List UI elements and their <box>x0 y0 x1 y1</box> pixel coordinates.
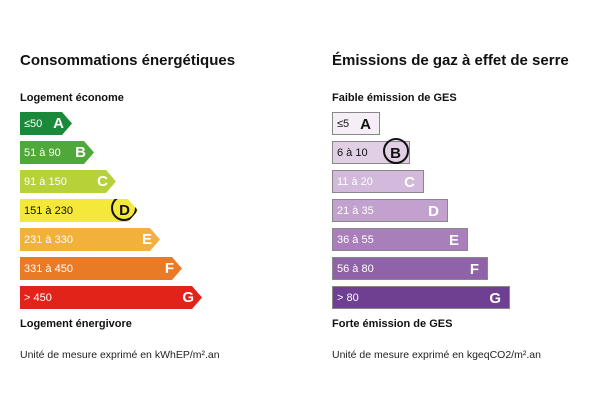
class-range: > 450 <box>24 291 52 304</box>
class-bar-e: 231 à 330 E <box>20 228 160 251</box>
class-letter: A <box>360 116 371 133</box>
energy-title: Consommations énergétiques <box>20 52 236 69</box>
class-range: 231 à 330 <box>24 233 73 246</box>
class-bar-d: 151 à 230 D <box>20 199 138 222</box>
energy-scale: ≤50 A 51 à 90 B 91 à 150 C 151 à 230 D 231 à 330… <box>20 112 202 315</box>
ges-bottom-label: Forte émission de GES <box>332 318 453 330</box>
class-letter: G <box>182 289 194 306</box>
class-letter: G <box>489 290 501 307</box>
class-bar-e: 36 à 55 E <box>332 228 468 251</box>
class-bar-a: ≤5 A <box>332 112 380 135</box>
ges-panel: Émissions de gaz à effet de serre Faible… <box>310 0 600 400</box>
class-bar-c: 11 à 20 C <box>332 170 424 193</box>
class-bar-g: > 80 G <box>332 286 510 309</box>
class-range: ≤50 <box>24 117 43 130</box>
class-range: ≤5 <box>337 117 350 130</box>
class-range: 6 à 10 <box>337 146 368 159</box>
energy-bottom-label: Logement énergivore <box>20 318 132 330</box>
class-letter: A <box>53 115 64 132</box>
class-range: 36 à 55 <box>337 233 374 246</box>
class-range: 11 à 20 <box>337 175 373 188</box>
ges-unit: Unité de mesure exprimé en kgeqCO2/m².an <box>332 349 541 361</box>
class-bar-b: 6 à 10 B <box>332 138 410 164</box>
class-letter: F <box>164 260 174 277</box>
ges-top-label: Faible émission de GES <box>332 92 457 104</box>
class-range: 21 à 35 <box>337 204 374 217</box>
selected-class-marker <box>111 195 137 221</box>
ges-title: Émissions de gaz à effet de serre <box>332 52 569 69</box>
energy-panel: Consommations énergétiques Logement écon… <box>0 0 290 400</box>
class-bar-f: 56 à 80 F <box>332 257 488 280</box>
class-bar-f: 331 à 450 F <box>20 257 182 280</box>
class-letter: F <box>469 261 479 278</box>
class-range: 56 à 80 <box>337 262 374 275</box>
class-letter: E <box>141 231 152 248</box>
class-letter: C <box>97 173 108 190</box>
class-range: 331 à 450 <box>24 262 73 275</box>
class-letter: C <box>404 174 415 191</box>
energy-top-label: Logement économe <box>20 92 124 104</box>
class-range: 91 à 150 <box>24 175 67 188</box>
class-letter: B <box>75 144 86 161</box>
class-range: > 80 <box>337 291 359 304</box>
class-bar-a: ≤50 A <box>20 112 72 135</box>
selected-class-marker <box>383 138 409 164</box>
class-letter: D <box>428 203 439 220</box>
class-letter: E <box>448 232 459 249</box>
class-bar-d: 21 à 35 D <box>332 199 448 222</box>
class-range: 51 à 90 <box>24 146 61 159</box>
ges-scale: ≤5 A 6 à 10 B 11 à 20 C 21 à 35 D 36 à 55 E 56 à 8… <box>332 112 510 315</box>
energy-unit: Unité de mesure exprimé en kWhEP/m².an <box>20 349 220 361</box>
class-bar-b: 51 à 90 B <box>20 141 94 164</box>
class-bar-g: > 450 G <box>20 286 202 309</box>
class-bar-c: 91 à 150 C <box>20 170 116 193</box>
class-range: 151 à 230 <box>24 204 73 217</box>
